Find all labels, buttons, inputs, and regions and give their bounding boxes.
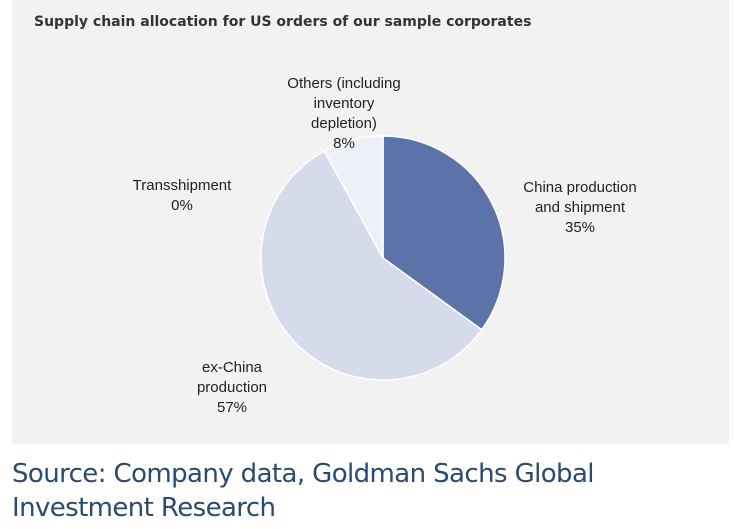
pie-chart [260,135,506,381]
slice-label-transshipment-value: 0% [171,197,193,214]
slice-label-others: Others (including inventory depletion) 8… [264,54,424,174]
slice-label-ex-china: ex-China production 57% [172,338,292,438]
pie-slice-china [382,135,506,331]
slice-label-transshipment-text: Transshipment [132,177,232,194]
source-note: Source: Company data, Goldman Sachs Glob… [12,459,595,523]
pie-slice-others [323,135,384,259]
slice-label-china: China production and shipment 35% [490,158,670,258]
slice-label-transshipment: Transshipment 0% [107,156,257,236]
pie-slice-ex-china [260,150,483,381]
slice-label-others-text: Others (including inventory depletion) [287,75,401,132]
slice-label-china-text: China production and shipment [523,179,637,216]
slice-label-ex-china-value: 57% [216,399,248,416]
slice-label-others-value: 8% [333,135,355,152]
chart-title: Supply chain allocation for US orders of… [34,14,532,30]
slice-label-ex-china-text: ex-China production [196,359,268,396]
slice-label-china-value: 35% [564,219,596,236]
chart-panel: Supply chain allocation for US orders of… [12,0,729,444]
